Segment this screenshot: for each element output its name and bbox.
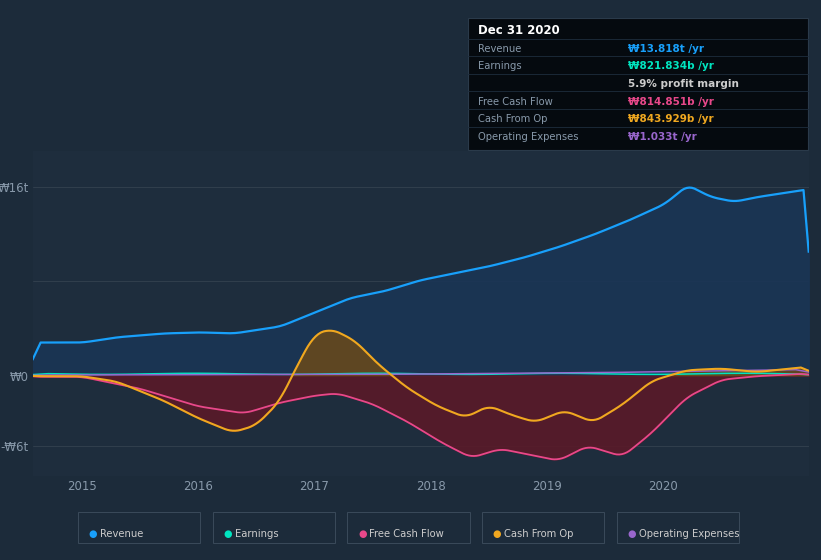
Text: Earnings: Earnings (478, 62, 521, 71)
Text: ₩843.929b /yr: ₩843.929b /yr (628, 114, 713, 124)
Text: ₩13.818t /yr: ₩13.818t /yr (628, 44, 704, 54)
Text: ●: ● (493, 529, 501, 539)
Text: ●: ● (358, 529, 366, 539)
Text: ●: ● (627, 529, 635, 539)
Text: ₩821.834b /yr: ₩821.834b /yr (628, 62, 714, 71)
Text: 5.9% profit margin: 5.9% profit margin (628, 79, 739, 89)
Text: Free Cash Flow: Free Cash Flow (478, 96, 553, 106)
Text: Revenue: Revenue (100, 529, 144, 539)
Text: Revenue: Revenue (478, 44, 521, 54)
Text: ₩1.033t /yr: ₩1.033t /yr (628, 132, 697, 142)
Text: Cash From Op: Cash From Op (504, 529, 574, 539)
Text: ●: ● (89, 529, 97, 539)
Text: Free Cash Flow: Free Cash Flow (369, 529, 444, 539)
Text: Operating Expenses: Operating Expenses (639, 529, 739, 539)
Text: ₩814.851b /yr: ₩814.851b /yr (628, 96, 714, 106)
Text: ●: ● (223, 529, 232, 539)
Text: Operating Expenses: Operating Expenses (478, 132, 578, 142)
Text: Cash From Op: Cash From Op (478, 114, 548, 124)
Text: Dec 31 2020: Dec 31 2020 (478, 24, 560, 37)
Text: Earnings: Earnings (235, 529, 278, 539)
